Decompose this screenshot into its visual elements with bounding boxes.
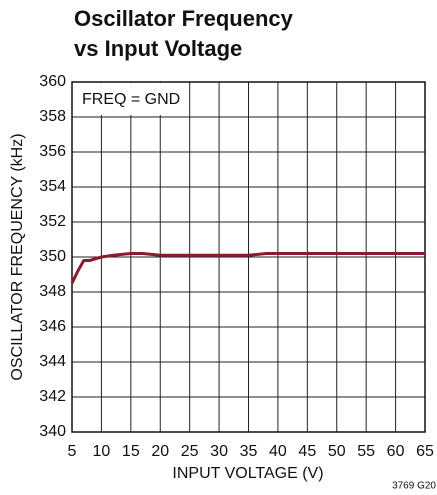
x-tick-label: 25 (181, 443, 199, 460)
y-tick-label: 352 (39, 213, 66, 230)
x-tick-label: 60 (387, 443, 405, 460)
plot-frame (71, 81, 426, 433)
y-tick-label: 360 (39, 73, 66, 90)
x-tick-label: 10 (93, 443, 111, 460)
x-tick-label: 45 (298, 443, 316, 460)
y-tick-label: 346 (39, 318, 66, 335)
y-tick-label: 342 (39, 388, 66, 405)
x-axis-label: INPUT VOLTAGE (V) (172, 465, 323, 482)
x-tick-label: 50 (328, 443, 346, 460)
y-tick-label: 350 (39, 248, 66, 265)
x-tick-label: 65 (416, 443, 434, 460)
y-axis-label: OSCILLATOR FREQUENCY (kHz) (9, 133, 26, 380)
annotation: FREQ = GND (82, 91, 180, 108)
y-tick-label: 354 (39, 178, 66, 195)
y-tick-label: 356 (39, 143, 66, 160)
y-tick-label: 348 (39, 283, 66, 300)
x-tick-label: 20 (151, 443, 169, 460)
data-line (70, 252, 425, 284)
chart-title: vs Input Voltage (74, 36, 242, 61)
chart-title: Oscillator Frequency (74, 6, 294, 31)
x-tick-label: 5 (68, 443, 77, 460)
figure-id: 3769 G20 (392, 481, 436, 492)
x-tick-label: 55 (357, 443, 375, 460)
y-tick-label: 340 (39, 423, 66, 440)
x-tick-label: 35 (240, 443, 258, 460)
y-tick-label: 358 (39, 108, 66, 125)
x-tick-label: 40 (269, 443, 287, 460)
x-tick-label: 30 (210, 443, 228, 460)
x-tick-label: 15 (122, 443, 140, 460)
annotation-box (73, 83, 189, 115)
y-tick-label: 344 (39, 353, 66, 370)
